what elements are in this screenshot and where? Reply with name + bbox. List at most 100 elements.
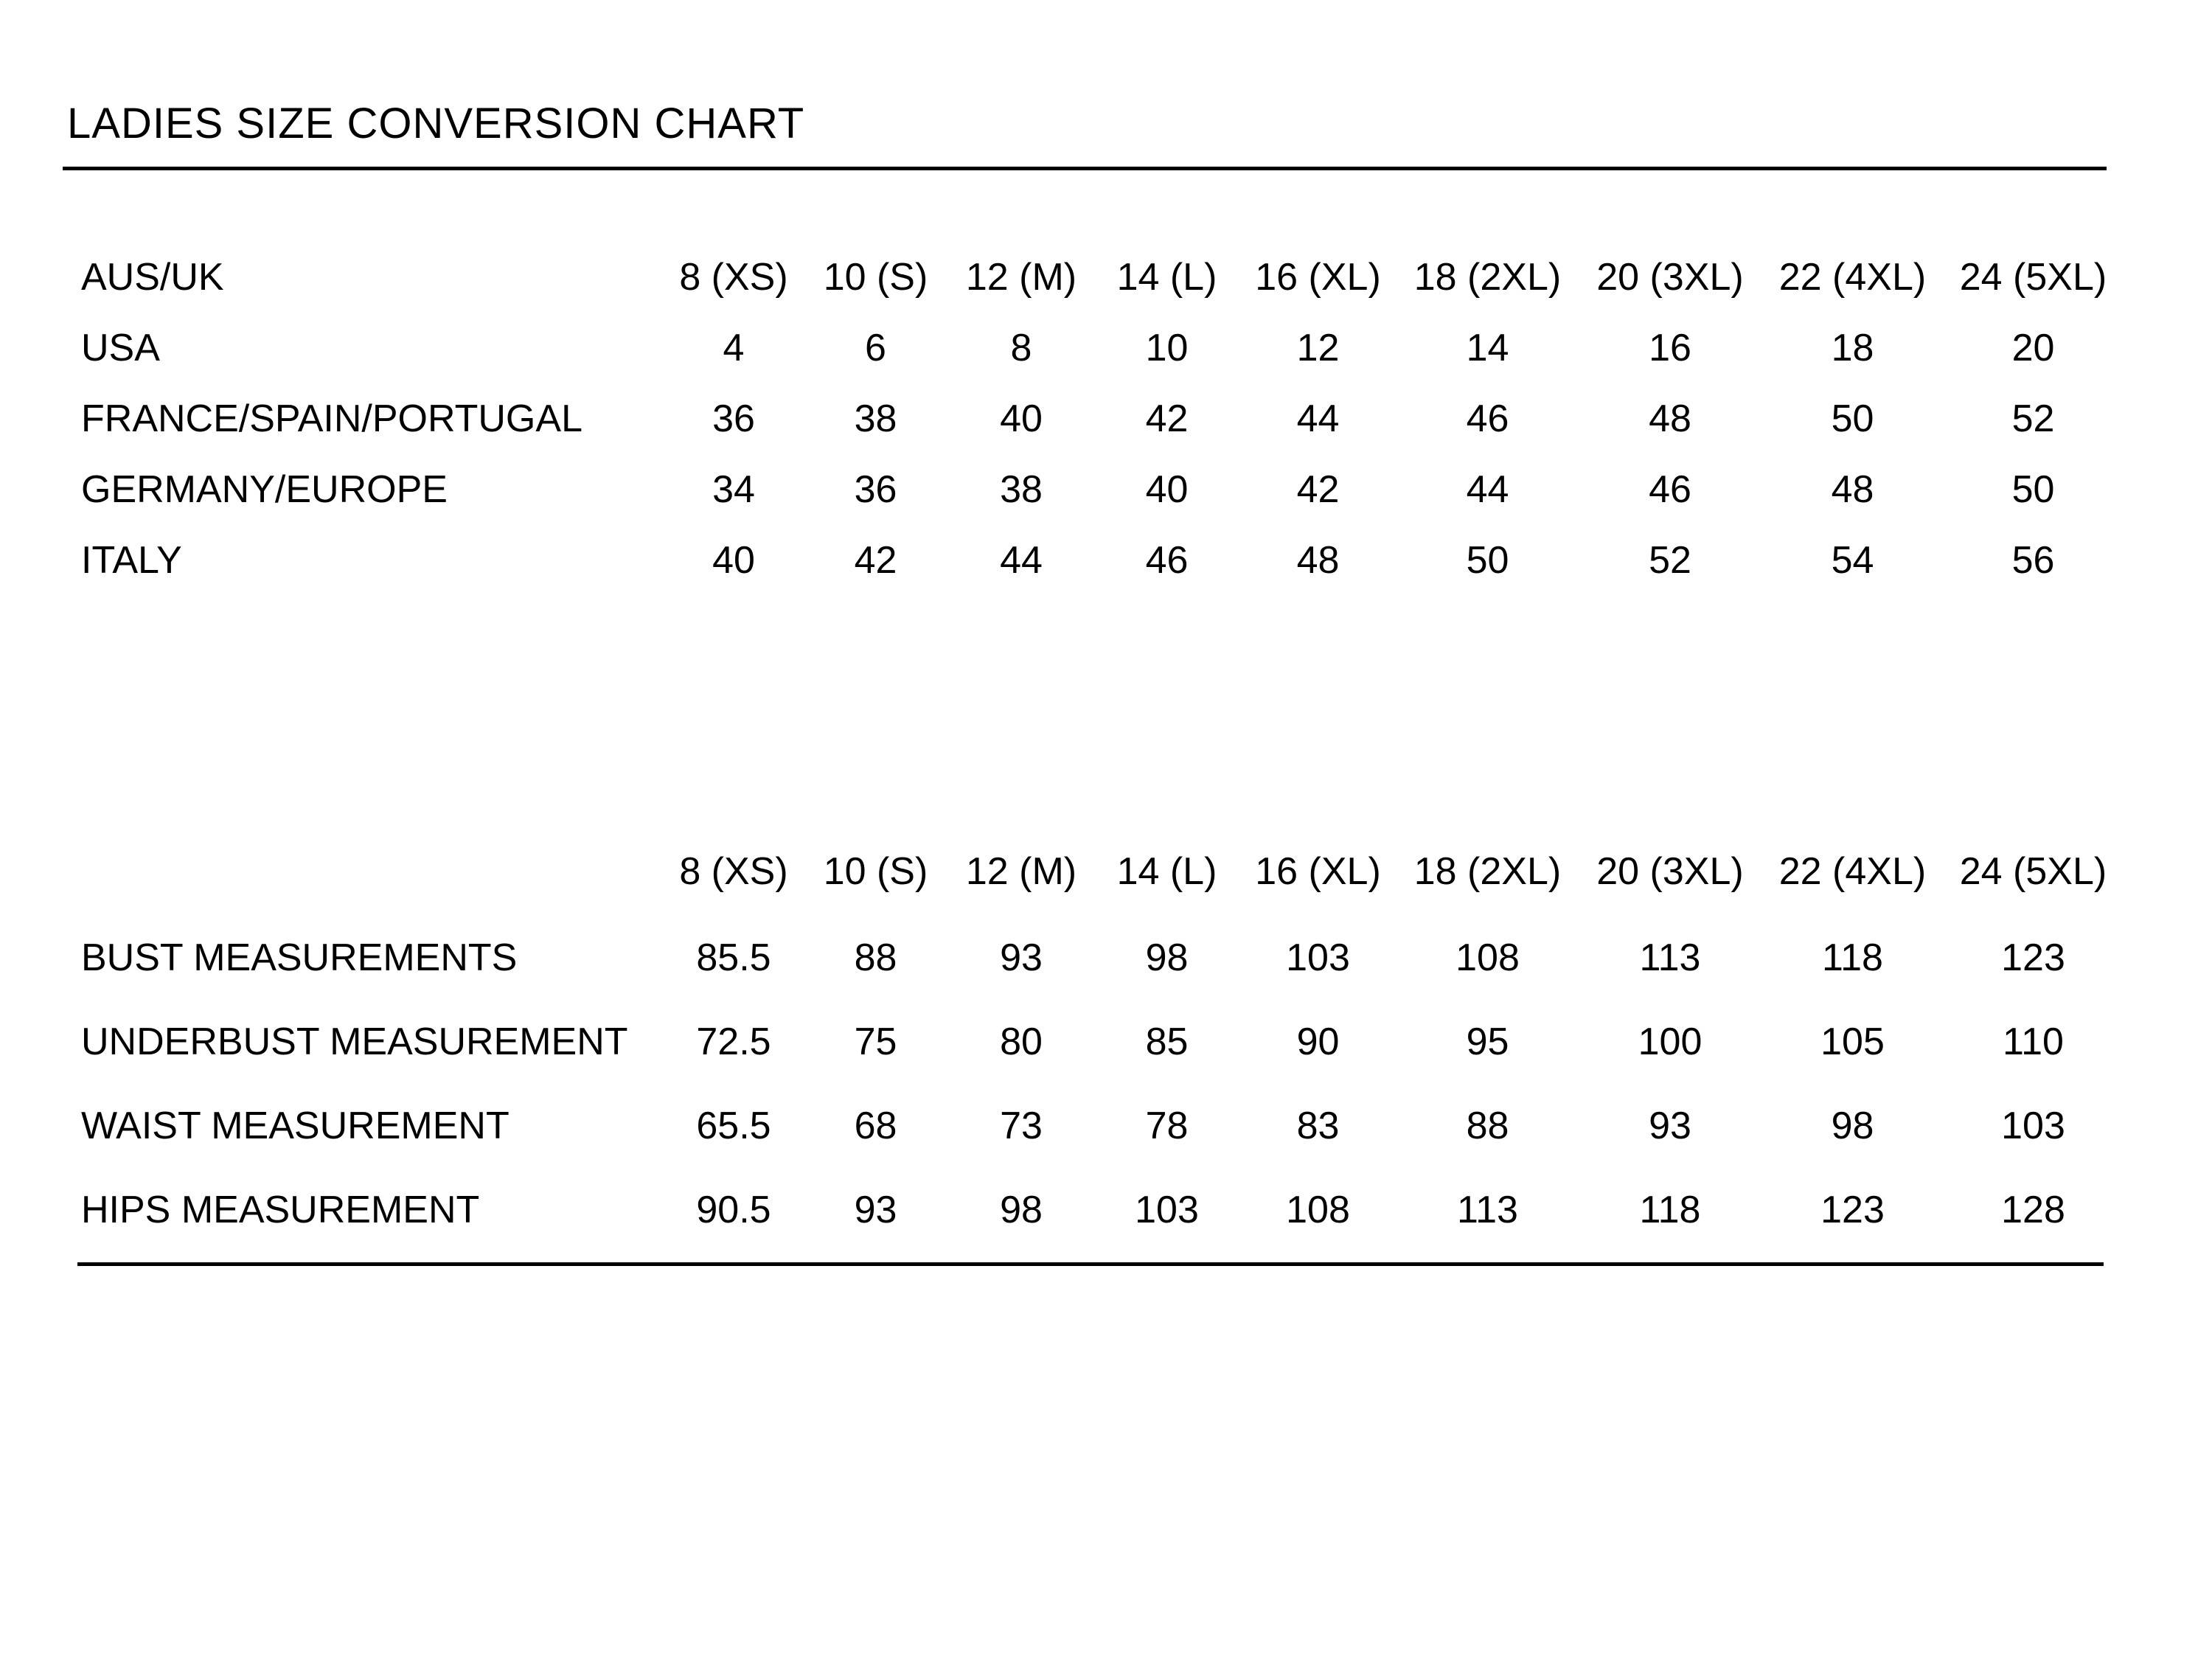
measurement-cell: 118 <box>1639 1189 1701 1231</box>
table-bottom-rule <box>77 1262 2104 1266</box>
size-cell: 8 <box>1010 327 1032 369</box>
measurement-cell: 103 <box>1286 936 1350 979</box>
measurement-cell: 83 <box>1296 1105 1340 1147</box>
size-cell: 22 (4XL) <box>1778 256 1927 299</box>
size-cell: 50 <box>1831 397 1874 440</box>
size-cell: 16 <box>1649 327 1691 369</box>
table-row-usa: USA 4 6 8 10 12 14 16 18 20 <box>81 313 2124 383</box>
size-cell: 52 <box>2011 397 2055 440</box>
table-row-underbust: UNDERBUST MEASUREMENT 72.5 75 80 85 90 9… <box>81 1000 2124 1084</box>
measurement-cell: 103 <box>2001 1105 2065 1147</box>
measurement-cell: 98 <box>1000 1189 1043 1231</box>
row-label: HIPS MEASUREMENT <box>81 1189 480 1231</box>
size-header-cell: 8 (XS) <box>679 850 788 893</box>
measurement-cell: 105 <box>1820 1020 1885 1063</box>
size-cell: 10 (S) <box>823 256 928 299</box>
size-header-cell: 20 (3XL) <box>1596 850 1744 893</box>
size-cell: 16 (XL) <box>1255 256 1381 299</box>
size-cell: 24 (5XL) <box>1959 256 2107 299</box>
measurement-cell: 90.5 <box>696 1189 771 1231</box>
measurement-cell: 108 <box>1286 1189 1350 1231</box>
size-cell: 40 <box>1145 468 1189 511</box>
size-cell: 56 <box>2011 539 2055 582</box>
size-cell: 38 <box>1000 468 1043 511</box>
size-header-cell: 12 (M) <box>965 850 1077 893</box>
size-cell: 46 <box>1145 539 1189 582</box>
measurement-cell: 108 <box>1455 936 1520 979</box>
size-cell: 38 <box>854 397 897 440</box>
size-cell: 18 (2XL) <box>1413 256 1562 299</box>
measurement-cell: 98 <box>1145 936 1189 979</box>
size-cell: 10 <box>1145 327 1189 369</box>
size-cell: 46 <box>1466 397 1509 440</box>
size-cell: 36 <box>854 468 897 511</box>
size-cell: 34 <box>712 468 755 511</box>
size-cell: 48 <box>1296 539 1340 582</box>
size-header-cell: 24 (5XL) <box>1959 850 2107 893</box>
measurement-cell: 110 <box>2003 1020 2064 1063</box>
size-cell: 42 <box>854 539 897 582</box>
measurement-cell: 75 <box>854 1020 897 1063</box>
measurement-cell: 93 <box>1000 936 1043 979</box>
row-label: USA <box>81 327 160 369</box>
table-row-hips: HIPS MEASUREMENT 90.5 93 98 103 108 113 … <box>81 1168 2124 1252</box>
body-measurement-table: 8 (XS) 10 (S) 12 (M) 14 (L) 16 (XL) 18 (… <box>81 827 2124 1252</box>
size-cell: 20 <box>2011 327 2055 369</box>
size-cell: 18 <box>1831 327 1874 369</box>
size-cell: 50 <box>1466 539 1509 582</box>
size-cell: 12 <box>1296 327 1340 369</box>
size-cell: 40 <box>712 539 755 582</box>
page-title: LADIES SIZE CONVERSION CHART <box>67 100 805 147</box>
size-cell: 36 <box>712 397 755 440</box>
measurement-cell: 123 <box>2001 936 2065 979</box>
size-cell: 48 <box>1649 397 1691 440</box>
size-cell: 44 <box>1000 539 1043 582</box>
row-label: WAIST MEASUREMENT <box>81 1105 509 1147</box>
row-label: ITALY <box>81 539 182 582</box>
measurement-cell: 98 <box>1831 1105 1874 1147</box>
size-cell: 52 <box>1649 539 1691 582</box>
measurement-cell: 68 <box>854 1105 897 1147</box>
size-conversion-table: AUS/UK 8 (XS) 10 (S) 12 (M) 14 (L) 16 (X… <box>81 242 2124 596</box>
size-cell: 44 <box>1466 468 1509 511</box>
title-underline-rule <box>63 167 2107 170</box>
size-header-cell: 14 (L) <box>1116 850 1217 893</box>
size-cell: 20 (3XL) <box>1596 256 1744 299</box>
size-header-cell: 16 (XL) <box>1255 850 1381 893</box>
measurement-cell: 85 <box>1145 1020 1189 1063</box>
table-row-italy: ITALY 40 42 44 46 48 50 52 54 56 <box>81 525 2124 596</box>
size-cell: 8 (XS) <box>679 256 788 299</box>
measurement-cell: 80 <box>1000 1020 1043 1063</box>
size-header-cell: 18 (2XL) <box>1413 850 1562 893</box>
row-label: AUS/UK <box>81 256 224 299</box>
row-label: FRANCE/SPAIN/PORTUGAL <box>81 397 582 440</box>
size-cell: 48 <box>1831 468 1874 511</box>
measurement-cell: 90 <box>1296 1020 1340 1063</box>
measurement-cell: 128 <box>2001 1189 2065 1231</box>
size-cell: 46 <box>1649 468 1691 511</box>
table-row-waist: WAIST MEASUREMENT 65.5 68 73 78 83 88 93… <box>81 1084 2124 1168</box>
size-cell: 4 <box>723 327 745 369</box>
empty-header-cell <box>81 827 664 916</box>
measurement-cell: 65.5 <box>696 1105 771 1147</box>
table-row-germany-europe: GERMANY/EUROPE 34 36 38 40 42 44 46 48 5… <box>81 454 2124 525</box>
measurement-cell: 88 <box>854 936 897 979</box>
measurement-cell: 93 <box>854 1189 897 1231</box>
size-cell: 12 (M) <box>965 256 1077 299</box>
table-row-bust: BUST MEASUREMENTS 85.5 88 93 98 103 108 … <box>81 916 2124 1000</box>
size-cell: 40 <box>1000 397 1043 440</box>
row-label: GERMANY/EUROPE <box>81 468 448 511</box>
size-cell: 6 <box>865 327 886 369</box>
measurement-cell: 95 <box>1466 1020 1509 1063</box>
measurement-cell: 123 <box>1820 1189 1885 1231</box>
measurement-cell: 88 <box>1466 1105 1509 1147</box>
row-label: UNDERBUST MEASUREMENT <box>81 1020 628 1063</box>
size-cell: 14 <box>1466 327 1509 369</box>
size-cell: 14 (L) <box>1116 256 1217 299</box>
measurement-cell: 113 <box>1639 936 1701 979</box>
measurement-header-row: 8 (XS) 10 (S) 12 (M) 14 (L) 16 (XL) 18 (… <box>81 827 2124 916</box>
measurement-cell: 113 <box>1457 1189 1518 1231</box>
size-cell: 50 <box>2011 468 2055 511</box>
measurement-cell: 100 <box>1638 1020 1703 1063</box>
